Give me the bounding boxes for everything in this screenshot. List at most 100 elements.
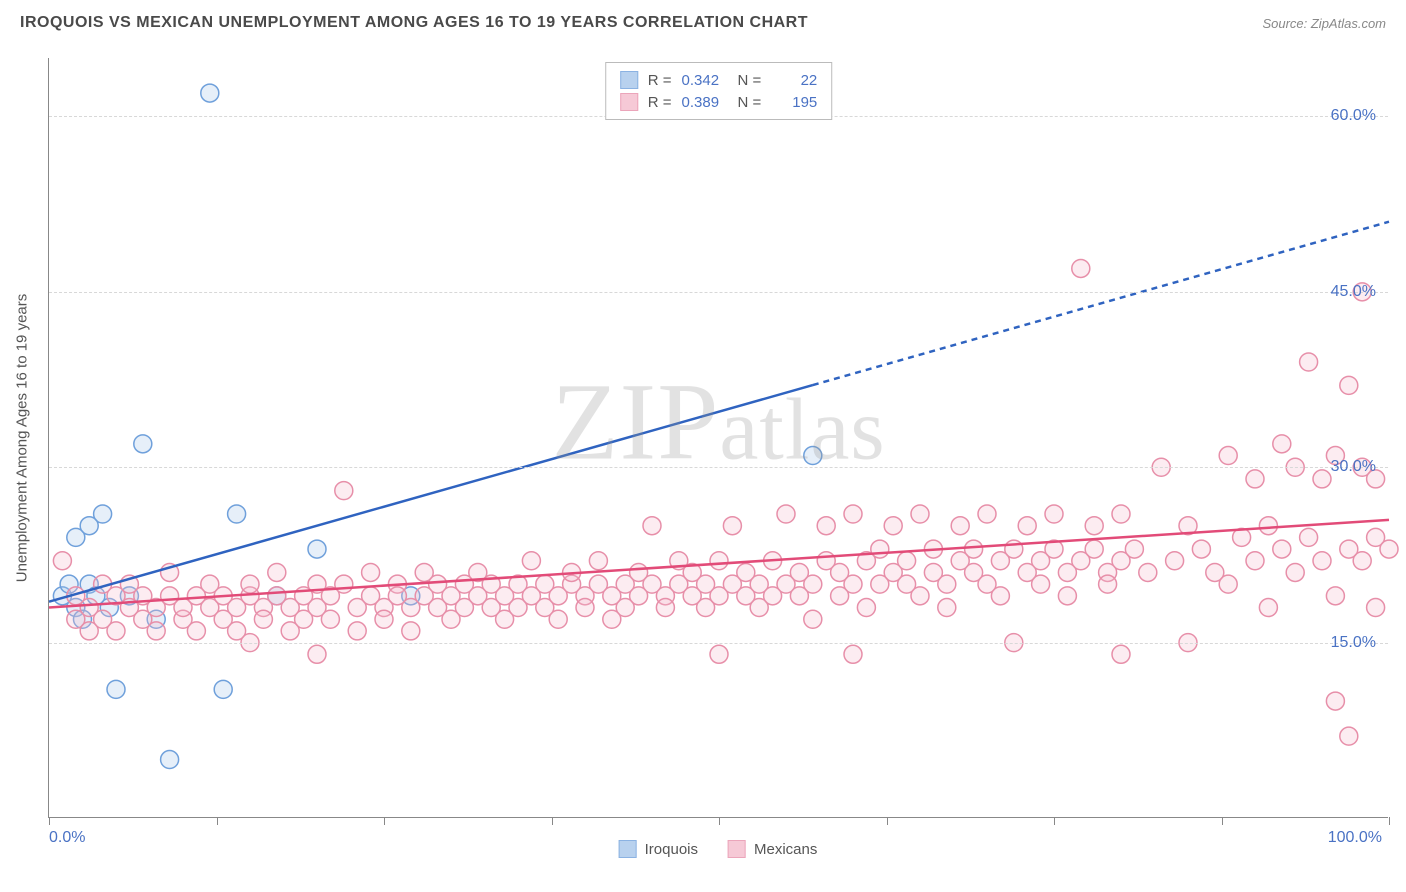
scatter-point xyxy=(643,517,661,535)
scatter-point xyxy=(911,587,929,605)
legend-r-value: 0.342 xyxy=(682,72,728,89)
plot-area: ZIPatlas R =0.342N =22R =0.389N =195 15.… xyxy=(48,58,1388,818)
scatter-point xyxy=(549,610,567,628)
scatter-point xyxy=(1259,517,1277,535)
plot-svg xyxy=(49,58,1388,817)
scatter-point xyxy=(1286,563,1304,581)
scatter-point xyxy=(844,505,862,523)
x-tick xyxy=(1222,817,1223,825)
scatter-point xyxy=(991,587,1009,605)
x-tick xyxy=(719,817,720,825)
scatter-point xyxy=(241,575,259,593)
scatter-point xyxy=(1166,552,1184,570)
x-tick xyxy=(552,817,553,825)
y-tick-label: 45.0% xyxy=(1331,283,1376,301)
legend-correlation: R =0.342N =22R =0.389N =195 xyxy=(605,62,833,120)
legend-series: Iroquois Mexicans xyxy=(619,840,818,858)
x-tick xyxy=(384,817,385,825)
scatter-point xyxy=(1192,540,1210,558)
x-tick xyxy=(887,817,888,825)
scatter-point xyxy=(308,540,326,558)
scatter-point xyxy=(1058,587,1076,605)
scatter-point xyxy=(589,552,607,570)
chart-title: IROQUOIS VS MEXICAN UNEMPLOYMENT AMONG A… xyxy=(20,14,808,32)
scatter-point xyxy=(1340,376,1358,394)
scatter-point xyxy=(522,552,540,570)
scatter-point xyxy=(1112,645,1130,663)
scatter-point xyxy=(777,505,795,523)
scatter-point xyxy=(134,435,152,453)
scatter-point xyxy=(1099,575,1117,593)
legend-n-value: 195 xyxy=(771,94,817,111)
scatter-point xyxy=(107,680,125,698)
legend-n-label: N = xyxy=(738,72,762,89)
legend-label: Mexicans xyxy=(754,841,817,858)
scatter-point xyxy=(1219,447,1237,465)
scatter-point xyxy=(1032,575,1050,593)
x-min-label: 0.0% xyxy=(49,829,85,847)
legend-r-label: R = xyxy=(648,72,672,89)
legend-r-label: R = xyxy=(648,94,672,111)
scatter-point xyxy=(938,575,956,593)
scatter-point xyxy=(1340,727,1358,745)
scatter-point xyxy=(335,575,353,593)
scatter-point xyxy=(1018,517,1036,535)
gridline xyxy=(49,467,1388,468)
scatter-point xyxy=(1072,259,1090,277)
legend-item: Iroquois xyxy=(619,840,698,858)
scatter-point xyxy=(1259,599,1277,617)
scatter-point xyxy=(201,84,219,102)
scatter-point xyxy=(1085,540,1103,558)
gridline xyxy=(49,292,1388,293)
scatter-point xyxy=(871,540,889,558)
scatter-point xyxy=(147,622,165,640)
legend-label: Iroquois xyxy=(645,841,698,858)
legend-n-label: N = xyxy=(738,94,762,111)
scatter-point xyxy=(576,599,594,617)
scatter-point xyxy=(254,610,272,628)
scatter-point xyxy=(804,610,822,628)
scatter-point xyxy=(1246,470,1264,488)
y-tick-label: 15.0% xyxy=(1331,634,1376,652)
scatter-point xyxy=(710,552,728,570)
scatter-point xyxy=(362,563,380,581)
scatter-point xyxy=(1326,692,1344,710)
scatter-point xyxy=(1367,599,1385,617)
y-axis-label: Unemployment Among Ages 16 to 19 years xyxy=(14,294,31,583)
scatter-point xyxy=(710,645,728,663)
scatter-point xyxy=(1273,540,1291,558)
scatter-point xyxy=(804,447,822,465)
scatter-point xyxy=(348,622,366,640)
scatter-point xyxy=(1219,575,1237,593)
scatter-point xyxy=(268,563,286,581)
legend-item: Mexicans xyxy=(728,840,817,858)
scatter-point xyxy=(1112,505,1130,523)
y-tick-label: 30.0% xyxy=(1331,458,1376,476)
scatter-point xyxy=(228,505,246,523)
scatter-point xyxy=(938,599,956,617)
scatter-point xyxy=(94,505,112,523)
x-tick xyxy=(49,817,50,825)
legend-n-value: 22 xyxy=(771,72,817,89)
x-max-label: 100.0% xyxy=(1328,829,1382,847)
scatter-point xyxy=(1273,435,1291,453)
source-label: Source: ZipAtlas.com xyxy=(1262,16,1386,31)
scatter-point xyxy=(375,610,393,628)
scatter-point xyxy=(965,540,983,558)
scatter-point xyxy=(1085,517,1103,535)
scatter-point xyxy=(951,517,969,535)
scatter-point xyxy=(817,517,835,535)
scatter-point xyxy=(1313,470,1331,488)
scatter-point xyxy=(1300,353,1318,371)
scatter-point xyxy=(978,505,996,523)
scatter-point xyxy=(898,552,916,570)
scatter-point xyxy=(321,610,339,628)
scatter-point xyxy=(656,599,674,617)
scatter-point xyxy=(402,622,420,640)
scatter-point xyxy=(1246,552,1264,570)
scatter-point xyxy=(1380,540,1398,558)
scatter-point xyxy=(804,575,822,593)
legend-swatch xyxy=(620,71,638,89)
scatter-point xyxy=(1326,587,1344,605)
scatter-point xyxy=(53,552,71,570)
